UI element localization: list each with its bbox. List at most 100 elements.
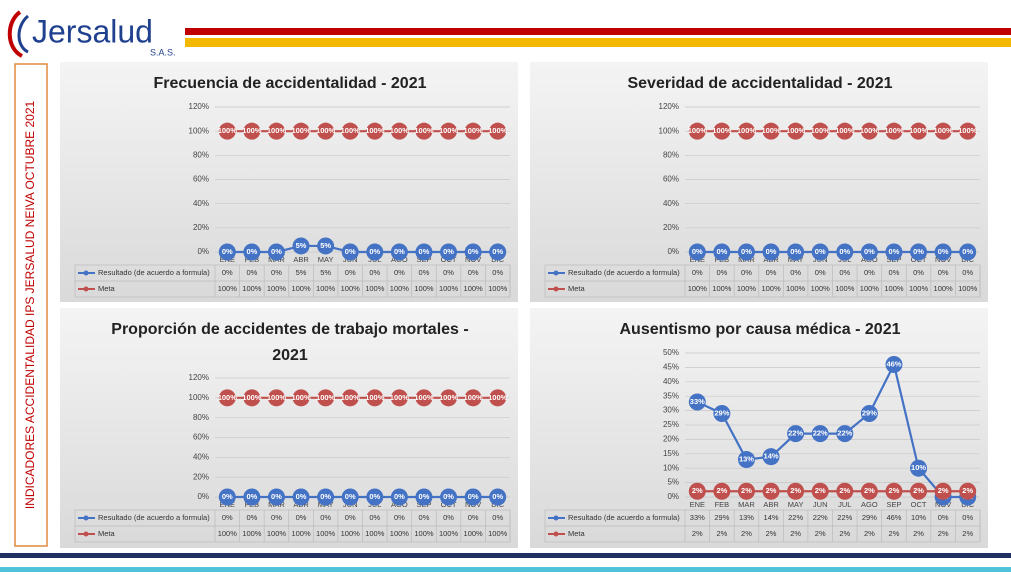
marker (267, 488, 285, 506)
marker (489, 243, 507, 261)
table-cell: 0% (468, 268, 479, 277)
data-label: 100% (860, 126, 880, 135)
data-label: 100% (811, 126, 831, 135)
legend-marker (553, 270, 559, 276)
y-tick-label: 120% (189, 102, 209, 111)
legend-marker (83, 531, 89, 537)
marker (317, 488, 335, 506)
table-cell: 0% (369, 268, 380, 277)
table-cell: 0% (889, 268, 900, 277)
table-cell: 0% (222, 513, 233, 522)
data-label: 100% (737, 126, 757, 135)
data-label: 22% (837, 429, 852, 438)
marker (787, 122, 805, 140)
table-cell: 33% (690, 513, 705, 522)
data-label: 100% (390, 393, 410, 402)
table-cell: 100% (414, 529, 434, 538)
marker (366, 122, 384, 140)
data-label: 14% (764, 452, 779, 461)
data-label: 100% (291, 393, 311, 402)
table-cell: 100% (909, 284, 929, 293)
legend-label: Meta (98, 529, 116, 538)
table-cell: 14% (764, 513, 779, 522)
marker (464, 122, 482, 140)
table-cell: 100% (884, 284, 904, 293)
y-tick-label: 15% (663, 449, 679, 458)
y-tick-label: 20% (663, 223, 679, 232)
table-cell: 100% (218, 529, 238, 538)
table-cell: 100% (835, 284, 855, 293)
y-tick-label: 0% (197, 247, 209, 256)
table-cell: 0% (443, 268, 454, 277)
data-label: 100% (761, 126, 781, 135)
chart-title: Ausentismo por causa médica - 2021 (620, 321, 901, 338)
table-cell: 0% (468, 513, 479, 522)
marker (243, 122, 261, 140)
marker (934, 482, 952, 500)
panel (530, 308, 988, 548)
x-tick-label: SEP (886, 500, 901, 509)
data-label: 100% (439, 393, 459, 402)
data-label: 100% (884, 126, 904, 135)
marker (737, 451, 755, 469)
marker (811, 122, 829, 140)
marker (836, 243, 854, 261)
marker (415, 243, 433, 261)
marker (688, 393, 706, 411)
marker (464, 488, 482, 506)
legend-marker (83, 286, 89, 292)
table-cell: 0% (345, 268, 356, 277)
table-cell: 0% (419, 268, 430, 277)
marker (415, 488, 433, 506)
x-tick-label: MAY (788, 500, 804, 509)
data-label: 0% (419, 492, 430, 501)
table-cell: 0% (864, 268, 875, 277)
data-label: 0% (246, 247, 257, 256)
table-cell: 0% (492, 513, 503, 522)
marker (713, 122, 731, 140)
x-tick-label: ABR (763, 500, 779, 509)
table-cell: 22% (788, 513, 803, 522)
y-tick-label: 35% (663, 391, 679, 400)
table-cell: 0% (962, 513, 973, 522)
marker (415, 389, 433, 407)
marker (959, 482, 977, 500)
data-label: 100% (958, 126, 978, 135)
table-cell: 29% (862, 513, 877, 522)
y-tick-label: 40% (193, 199, 209, 208)
data-label: 13% (739, 455, 754, 464)
y-tick-label: 40% (663, 377, 679, 386)
bottom-line (0, 567, 1011, 572)
data-label: 0% (889, 247, 900, 256)
table-cell: 2% (938, 529, 949, 538)
table-cell: 100% (291, 529, 311, 538)
marker (341, 389, 359, 407)
table-cell: 0% (492, 268, 503, 277)
table-cell: 0% (419, 513, 430, 522)
table-cell: 13% (739, 513, 754, 522)
table-cell: 10% (911, 513, 926, 522)
table-cell: 0% (443, 513, 454, 522)
data-label: 100% (242, 393, 262, 402)
y-tick-label: 40% (663, 199, 679, 208)
legend-label: Resultado (de acuerdo a formula) (568, 513, 680, 522)
data-label: 0% (492, 492, 503, 501)
data-label: 100% (316, 393, 336, 402)
data-label: 100% (316, 126, 336, 135)
y-tick-label: 0% (667, 247, 679, 256)
data-label: 0% (468, 247, 479, 256)
marker (489, 488, 507, 506)
data-label: 0% (962, 247, 973, 256)
data-label: 0% (443, 247, 454, 256)
table-cell: 100% (267, 529, 287, 538)
data-label: 2% (913, 486, 924, 495)
data-label: 100% (291, 126, 311, 135)
y-tick-label: 45% (663, 363, 679, 372)
marker (811, 243, 829, 261)
y-tick-label: 10% (663, 463, 679, 472)
marker (934, 243, 952, 261)
table-cell: 0% (716, 268, 727, 277)
marker (860, 243, 878, 261)
data-label: 100% (390, 126, 410, 135)
